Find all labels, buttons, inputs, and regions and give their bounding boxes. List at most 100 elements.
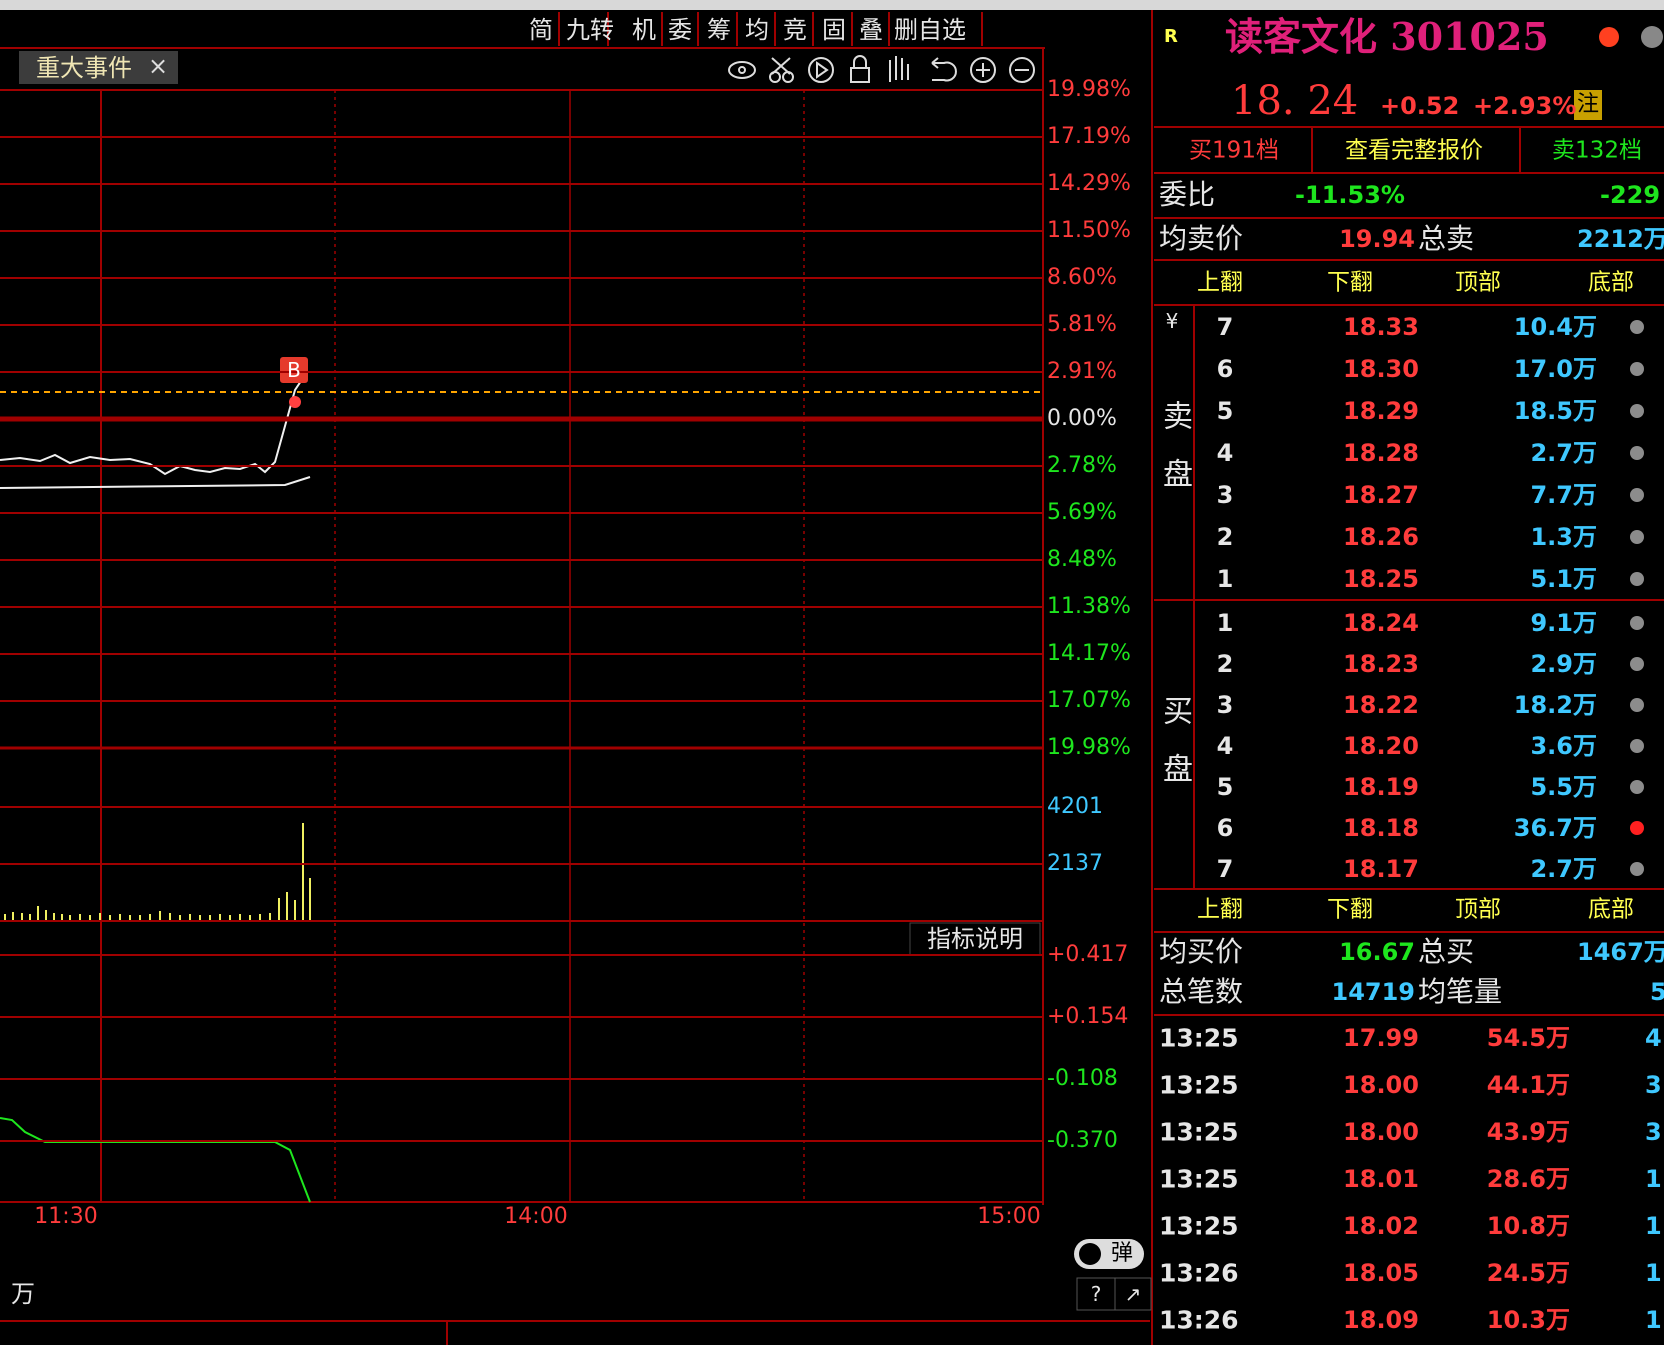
price-axis-label: 14.17% xyxy=(1047,641,1131,666)
toolbar-button[interactable]: 九转 xyxy=(566,16,614,44)
trade-price: 18.00 xyxy=(1343,1118,1419,1146)
price-axis-label: 14.29% xyxy=(1047,171,1131,196)
level: 6 xyxy=(1216,355,1234,383)
indicator-axis-label: -0.108 xyxy=(1047,1066,1118,1091)
nav-button[interactable]: 顶部 xyxy=(1455,269,1501,296)
avg-value: 16.67 xyxy=(1339,938,1415,966)
level: 7 xyxy=(1216,855,1234,883)
quote-tab[interactable]: 查看完整报价 xyxy=(1345,137,1483,164)
trade-time: 13:25 xyxy=(1159,1211,1239,1241)
average-line xyxy=(0,476,311,489)
level-volume: 18.2万 xyxy=(1513,691,1597,719)
price-axis-label: 2.91% xyxy=(1047,359,1117,384)
note: 注 xyxy=(1576,92,1600,117)
avg-label: 均买价 xyxy=(1159,935,1244,968)
nav-button[interactable]: 下翻 xyxy=(1327,896,1373,923)
total-label: 总买 xyxy=(1418,935,1475,968)
tool-icons xyxy=(728,55,1035,83)
trade-time: 13:26 xyxy=(1159,1305,1239,1335)
level-price: 18.33 xyxy=(1343,313,1419,341)
nav-button[interactable]: 底部 xyxy=(1588,896,1634,923)
nav-button[interactable]: 上翻 xyxy=(1197,269,1243,296)
price-axis-label: 5.69% xyxy=(1047,500,1117,525)
tab-label[interactable]: 重大事件 xyxy=(36,54,132,82)
price-line xyxy=(0,374,306,476)
level-price: 18.27 xyxy=(1343,481,1419,509)
toolbar-button[interactable]: 简 xyxy=(529,16,553,44)
level-price: 18.20 xyxy=(1343,732,1419,760)
volume-axis-label: 4201 xyxy=(1047,794,1103,819)
top-strip xyxy=(0,0,1664,10)
level-volume: 10.4万 xyxy=(1513,313,1597,341)
level-price: 18.29 xyxy=(1343,397,1419,425)
price-axis-label: 8.48% xyxy=(1047,547,1117,572)
price-axis-label: 11.50% xyxy=(1047,218,1131,243)
expand-button[interactable]: ↗ xyxy=(1124,1282,1142,1306)
currency: ¥ xyxy=(1165,309,1179,333)
indicator-axis-label: -0.370 xyxy=(1047,1128,1118,1153)
price-axis-label: 5.81% xyxy=(1047,312,1117,337)
level: 5 xyxy=(1216,397,1234,425)
level-dot xyxy=(1630,698,1644,712)
trade-amount: 28.6万 xyxy=(1486,1165,1570,1193)
level-price: 18.24 xyxy=(1343,609,1419,637)
buy-marker: B xyxy=(287,358,301,382)
help-bg xyxy=(1076,1277,1116,1311)
level: 4 xyxy=(1216,439,1234,467)
trade-price: 18.02 xyxy=(1343,1212,1419,1240)
tab-close[interactable]: × xyxy=(147,52,169,80)
total-value: 1467万 xyxy=(1577,938,1664,966)
nav-button[interactable]: 底部 xyxy=(1588,269,1634,296)
toggle-label[interactable]: 弹 xyxy=(1110,1241,1134,1266)
nav-button[interactable]: 上翻 xyxy=(1197,896,1243,923)
level-dot xyxy=(1630,739,1644,753)
nav-button[interactable]: 顶部 xyxy=(1455,896,1501,923)
toolbar-button[interactable]: 委 xyxy=(668,16,692,44)
level-price: 18.18 xyxy=(1343,814,1419,842)
indicator-button[interactable]: 指标说明 xyxy=(927,925,1023,953)
trade-time: 13:26 xyxy=(1159,1258,1239,1288)
tab-bg xyxy=(19,51,178,84)
change: +0.52 xyxy=(1380,92,1460,120)
note-bg xyxy=(1574,90,1602,120)
toolbar-button[interactable]: 均 xyxy=(745,16,769,44)
level-price: 18.23 xyxy=(1343,650,1419,678)
toolbar-button[interactable]: 筹 xyxy=(707,16,731,44)
level-price: 18.17 xyxy=(1343,855,1419,883)
indicator-axis-label: +0.154 xyxy=(1047,1004,1129,1029)
volume-axis-label: 2137 xyxy=(1047,851,1103,876)
level-price: 18.25 xyxy=(1343,565,1419,593)
trade-extra: 3 xyxy=(1645,1071,1662,1099)
level: 3 xyxy=(1216,481,1234,509)
flag: R xyxy=(1164,26,1178,47)
nav-button[interactable]: 下翻 xyxy=(1327,269,1373,296)
price-axis-label: 17.19% xyxy=(1047,124,1131,149)
toolbar-button[interactable]: 机 xyxy=(632,16,656,44)
trade-amount: 43.9万 xyxy=(1486,1118,1570,1146)
level-dot xyxy=(1630,404,1644,418)
toolbar-button[interactable]: 删自选 xyxy=(894,16,966,44)
toolbar-button[interactable]: 竞 xyxy=(783,16,807,44)
level: 4 xyxy=(1216,732,1234,760)
level-volume: 17.0万 xyxy=(1513,355,1597,383)
level-dot xyxy=(1630,362,1644,376)
trade-time: 13:25 xyxy=(1159,1164,1239,1194)
level-dot xyxy=(1630,488,1644,502)
level-dot xyxy=(1630,530,1644,544)
sell-label: 卖盘 xyxy=(1157,400,1192,516)
quote-tab[interactable]: 卖132档 xyxy=(1552,137,1642,164)
level-dot xyxy=(1630,780,1644,794)
toolbar-button[interactable]: 叠 xyxy=(859,16,883,44)
price-axis-label: 11.38% xyxy=(1047,594,1131,619)
trade-price: 18.05 xyxy=(1343,1259,1419,1287)
level-volume: 36.7万 xyxy=(1513,814,1597,842)
quote-tab[interactable]: 买191档 xyxy=(1189,137,1279,164)
help-button[interactable]: ? xyxy=(1090,1282,1102,1306)
price-axis-label: 2.78% xyxy=(1047,453,1117,478)
toolbar-button[interactable]: 固 xyxy=(822,16,846,44)
count-label: 总笔数 xyxy=(1159,975,1244,1008)
trade-price: 18.00 xyxy=(1343,1071,1419,1099)
